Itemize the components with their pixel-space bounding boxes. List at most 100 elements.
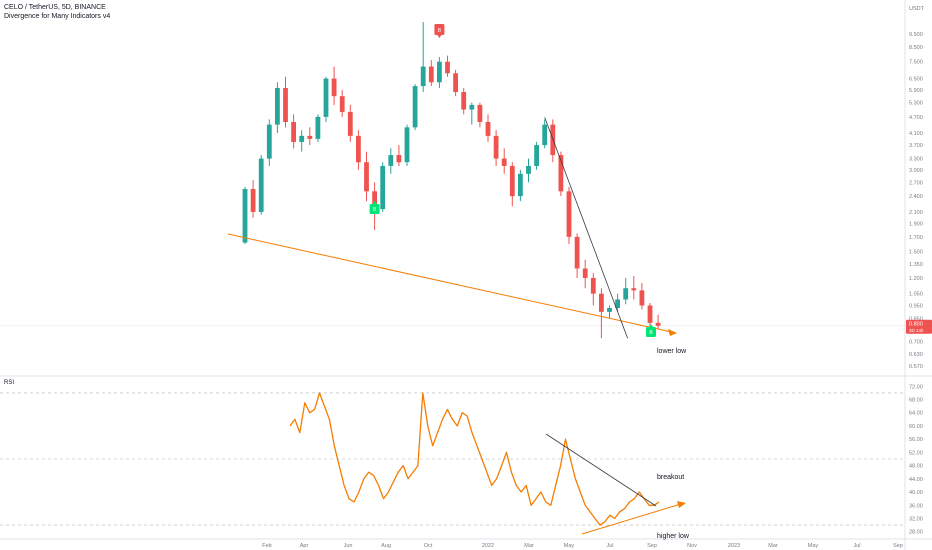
candle-body: [396, 155, 402, 163]
candle-body: [469, 104, 475, 110]
candle-body: [283, 88, 288, 122]
candle-body: [607, 308, 612, 312]
candle-body: [590, 277, 596, 294]
indicator-title: Divergence for Many Indicators v4: [4, 13, 111, 20]
candle-body: [639, 290, 645, 306]
candle-body: [428, 66, 434, 83]
price-tick-label: 6.500: [909, 77, 923, 83]
candle-body: [493, 135, 499, 159]
price-tick-label: 5.900: [909, 88, 923, 94]
candle-body: [372, 191, 377, 210]
price-tick-label: 0.850: [909, 317, 923, 323]
rsi-resistance-trendline: [545, 433, 657, 507]
candle-body: [380, 165, 386, 210]
price-tick-label: 1.050: [909, 292, 923, 298]
candle-body: [242, 188, 248, 243]
price-tick-label: 1.350: [909, 262, 923, 268]
time-axis-label: 2022: [482, 543, 494, 549]
price-tick-label: 2.100: [909, 210, 923, 216]
support-arrowhead: [668, 329, 677, 336]
time-axis-label: May: [564, 543, 575, 549]
candle-body: [453, 73, 458, 93]
rsi-tick-label: 60.00: [909, 424, 923, 430]
candle-body: [655, 322, 661, 326]
rsi-tick-label: 48.00: [909, 464, 923, 470]
time-axis-label: Feb: [262, 543, 271, 549]
lower-low-annotation: lower low: [657, 348, 687, 355]
price-tick-label: 0.700: [909, 340, 923, 346]
price-tick-label: 3.000: [909, 168, 923, 174]
candle-body: [509, 165, 515, 197]
lower-support-trendline: [227, 233, 677, 334]
time-axis-label: Jul: [853, 543, 860, 549]
candle-body: [339, 96, 345, 112]
downtrend-trendline: [544, 117, 628, 339]
candle-body: [518, 173, 523, 197]
bull-signal-marker: [646, 327, 656, 337]
last-price-value: 0.800: [909, 321, 923, 327]
candle-body: [542, 124, 548, 146]
rsi-tick-label: 44.00: [909, 477, 923, 483]
time-axis-label: Aug: [381, 543, 391, 549]
price-tick-label: 8.500: [909, 45, 923, 51]
price-tick-label: 2.400: [909, 194, 923, 200]
candle-body: [347, 111, 353, 136]
candle-body: [420, 66, 426, 87]
candle-body: [323, 78, 329, 117]
candle-body: [258, 158, 264, 212]
candle-body: [534, 145, 539, 166]
rsi-tick-label: 56.00: [909, 437, 923, 443]
candle-body: [331, 78, 337, 97]
time-axis-label: 2023: [728, 543, 740, 549]
candle-body: [445, 61, 450, 74]
candle-body: [412, 86, 418, 128]
bull-signal-marker: [369, 204, 380, 214]
candle-body: [388, 155, 394, 166]
rsi-tick-label: 32.00: [909, 516, 923, 522]
rsi-tick-label: 68.00: [909, 398, 923, 404]
rsi-line: [289, 392, 660, 526]
candle-body: [647, 305, 653, 323]
candle-body: [477, 104, 483, 122]
price-tick-label: 4.100: [909, 131, 923, 137]
price-tick-label: 2.700: [909, 180, 923, 186]
rsi-tick-label: 64.00: [909, 411, 923, 417]
candle-body: [501, 158, 507, 166]
higher-low-annotation: higher low: [657, 533, 690, 540]
last-price-countdown: 3D 14h: [909, 328, 924, 333]
price-tick-label: 1.900: [909, 222, 923, 228]
rsi-tick-label: 36.00: [909, 503, 923, 509]
price-tick-label: 1.700: [909, 235, 923, 241]
candle-body: [582, 268, 588, 278]
breakout-annotation: breakout: [657, 474, 684, 481]
price-tick-label: 1.500: [909, 250, 923, 256]
bull-signal-label: B: [373, 207, 377, 213]
candle-body: [574, 236, 580, 269]
rsi-tick-label: 40.00: [909, 490, 923, 496]
candle-body: [315, 116, 321, 139]
candle-body: [566, 191, 572, 237]
time-axis-label: Jul: [606, 543, 613, 549]
price-tick-label: 0.570: [909, 364, 923, 370]
price-tick-label: 4.700: [909, 115, 923, 121]
rsi-support-trendline: [581, 502, 685, 535]
candle-body: [356, 135, 361, 163]
price-tick-label: 7.500: [909, 60, 923, 66]
time-axis-label: Nov: [687, 543, 697, 549]
time-axis-label: May: [808, 543, 819, 549]
candle-body: [307, 135, 313, 139]
currency-label: USDT: [909, 6, 925, 12]
time-axis-label: Sep: [893, 543, 903, 549]
candle-body: [404, 127, 410, 163]
rsi-tick-label: 72.00: [909, 384, 923, 390]
time-axis-label: Jun: [344, 543, 353, 549]
time-axis-label: Sep: [647, 543, 657, 549]
price-tick-label: 3.300: [909, 157, 923, 163]
price-tick-label: 3.700: [909, 143, 923, 149]
candle-body: [250, 188, 256, 212]
last-price-badge: [906, 319, 932, 334]
symbol-title: CELO / TetherUS, 5D, BINANCE: [4, 4, 106, 11]
candle-body: [275, 88, 280, 125]
